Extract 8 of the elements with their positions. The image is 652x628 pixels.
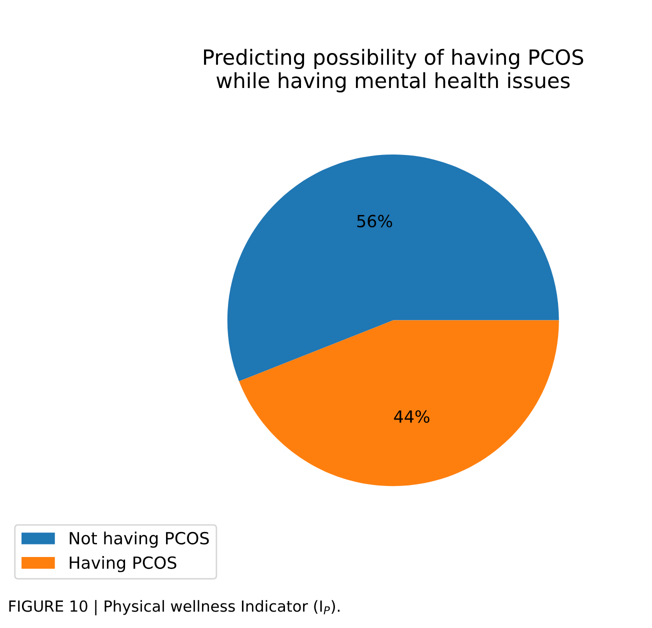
legend-label: Having PCOS bbox=[70, 556, 176, 572]
data-label: 44% bbox=[394, 410, 430, 423]
caption: FIGURE 10 | Physical wellness Indicator (I$_{P}$). bbox=[9, 600, 340, 616]
pie-slice bbox=[227, 154, 559, 382]
pie-slice bbox=[239, 320, 559, 486]
legend-label: Not having PCOS bbox=[70, 532, 209, 548]
data-label: 56% bbox=[357, 214, 392, 228]
chart-title: Predicting possibility of having PCOS while having mental health issues bbox=[204, 48, 584, 92]
